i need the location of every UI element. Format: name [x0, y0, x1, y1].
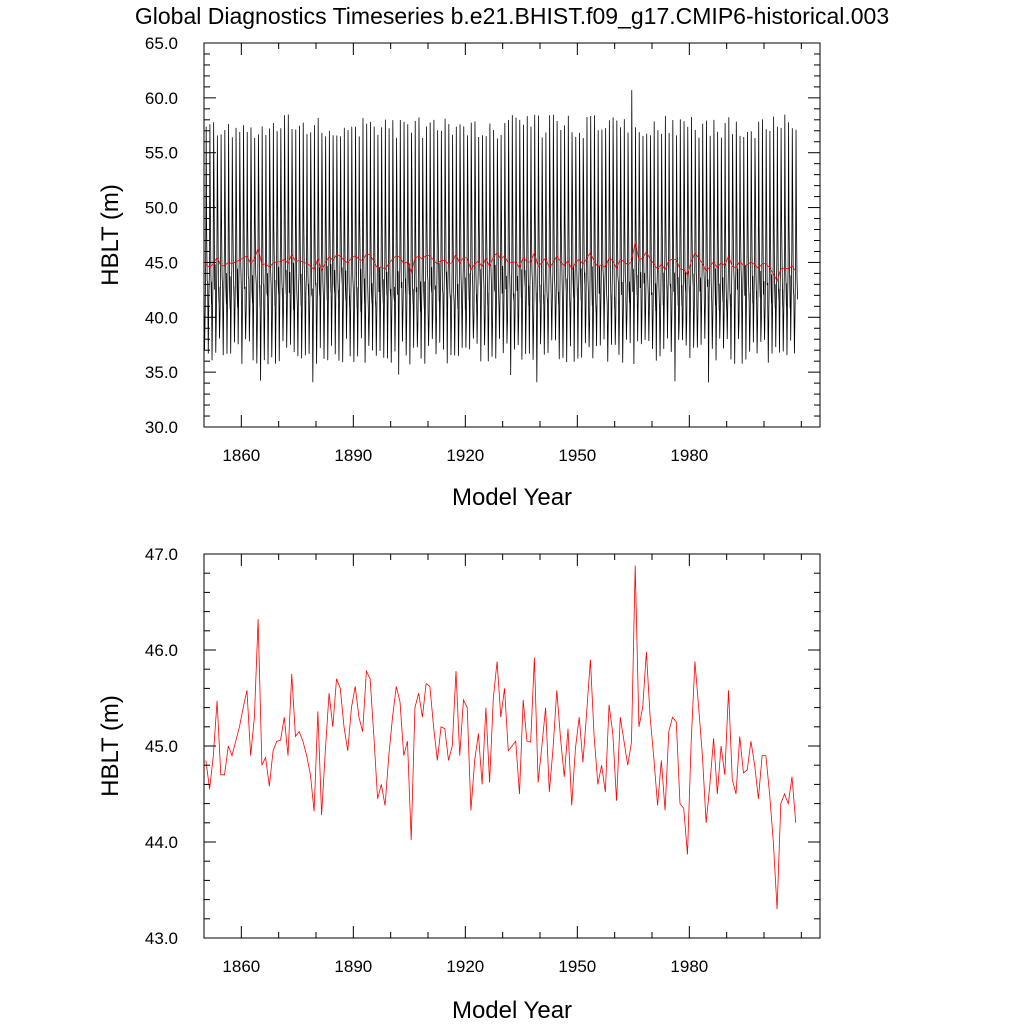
top-y-tick-label: 30.0: [145, 418, 178, 437]
top-x-axis-label: Model Year: [452, 484, 572, 511]
top-y-tick-label: 60.0: [145, 89, 178, 108]
bottom-y-tick-label: 45.0: [145, 737, 178, 756]
bottom-y-axis-label: HBLT (m): [97, 695, 124, 797]
top-x-tick-label: 1950: [558, 446, 596, 465]
chart-title: Global Diagnostics Timeseries b.e21.BHIS…: [135, 3, 889, 29]
bottom-panel: 1860 1890 1920 1950 1980 43.0 44.0 45.0 46.0 47.0…: [97, 545, 821, 1024]
top-y-tick-label: 65.0: [145, 34, 178, 53]
top-y-tick-label: 40.0: [145, 308, 178, 327]
top-x-tick-label: 1860: [222, 446, 260, 465]
top-y-tick-label: 55.0: [145, 144, 178, 163]
top-x-tick-label: 1920: [446, 446, 484, 465]
bottom-x-tick-label: 1950: [558, 957, 596, 976]
top-panel: 1860 1890 1920 1950 1980 30.0 35.0 40.0 45.0 50.0…: [97, 34, 821, 511]
top-annual-mean-series-line: [205, 241, 797, 283]
bottom-x-axis-label: Model Year: [452, 997, 572, 1024]
top-x-tick-label: 1890: [334, 446, 372, 465]
bottom-x-tick-label: 1980: [670, 957, 708, 976]
bottom-x-tick-label: 1920: [446, 957, 484, 976]
top-y-axis-label: HBLT (m): [97, 184, 124, 286]
bottom-y-tick-label: 47.0: [145, 545, 178, 564]
top-y-tick-label: 45.0: [145, 253, 178, 272]
top-axes: 1860 1890 1920 1950 1980 30.0 35.0 40.0 45.0 50.0…: [145, 34, 820, 465]
top-plot-frame: [203, 42, 821, 428]
top-monthly-series-line: [203, 90, 798, 383]
bottom-axes: 1860 1890 1920 1950 1980 43.0 44.0 45.0 46.0 47.0: [145, 545, 820, 976]
top-y-tick-label: 35.0: [145, 363, 178, 382]
bottom-y-tick-label: 44.0: [145, 833, 178, 852]
bottom-y-tick-label: 43.0: [145, 929, 178, 948]
bottom-x-tick-label: 1860: [222, 957, 260, 976]
bottom-x-tick-label: 1890: [334, 957, 372, 976]
bottom-series-group: [205, 565, 797, 910]
top-x-tick-label: 1980: [670, 446, 708, 465]
bottom-annual-mean-series-line: [205, 565, 797, 910]
bottom-y-tick-label: 46.0: [145, 641, 178, 660]
top-series-group: [203, 90, 798, 383]
top-y-tick-label: 50.0: [145, 199, 178, 218]
